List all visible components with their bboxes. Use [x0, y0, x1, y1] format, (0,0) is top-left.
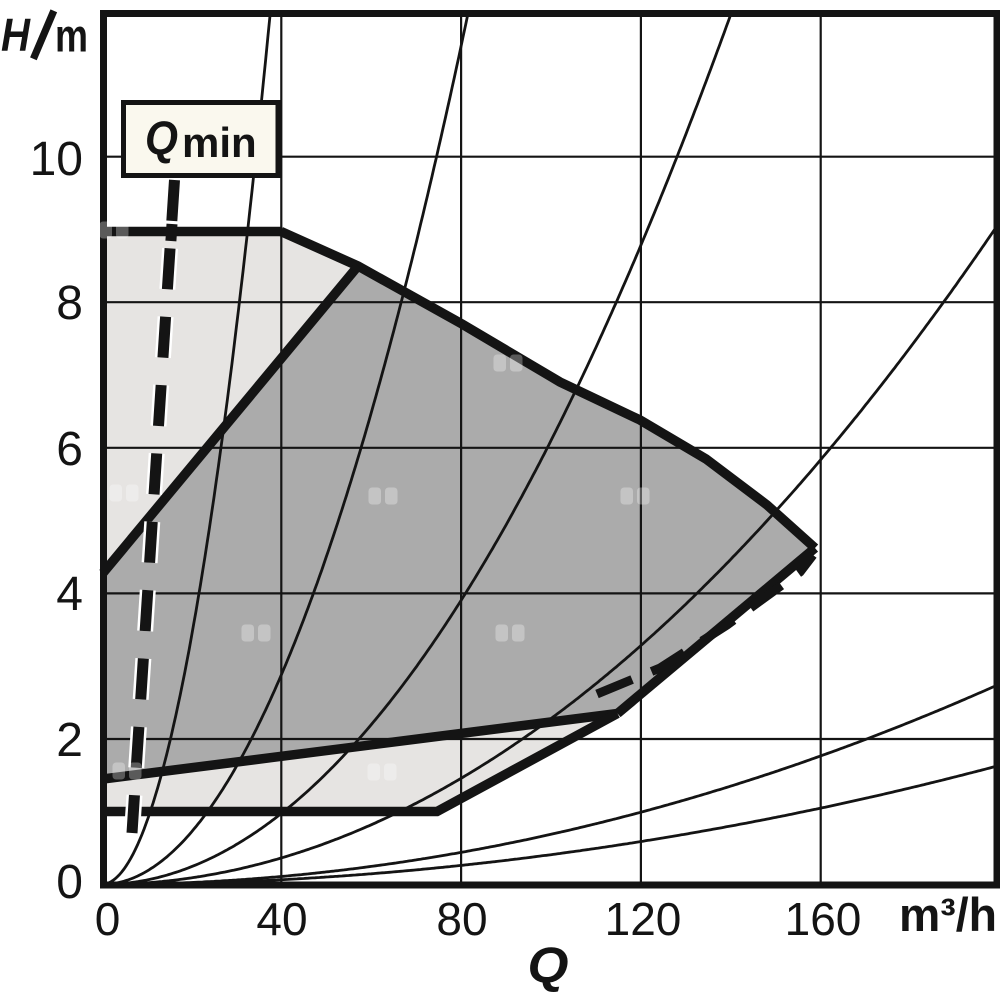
svg-text:80: 80: [436, 893, 487, 945]
svg-text:Q: Q: [528, 937, 569, 993]
svg-text:0: 0: [56, 856, 83, 909]
svg-text:0: 0: [95, 893, 121, 945]
svg-text:m: m: [55, 10, 88, 62]
svg-text:Q: Q: [145, 111, 178, 164]
svg-text:min: min: [182, 119, 257, 166]
svg-text:8: 8: [56, 277, 83, 330]
svg-text:10: 10: [30, 133, 83, 186]
svg-text:120: 120: [605, 893, 682, 945]
svg-text:2: 2: [56, 714, 83, 767]
svg-text:m³/h: m³/h: [899, 888, 997, 941]
svg-text:4: 4: [56, 568, 83, 621]
svg-text:6: 6: [56, 423, 83, 476]
svg-text:40: 40: [256, 893, 307, 945]
svg-text:H: H: [1, 9, 31, 61]
svg-text:160: 160: [785, 893, 862, 945]
